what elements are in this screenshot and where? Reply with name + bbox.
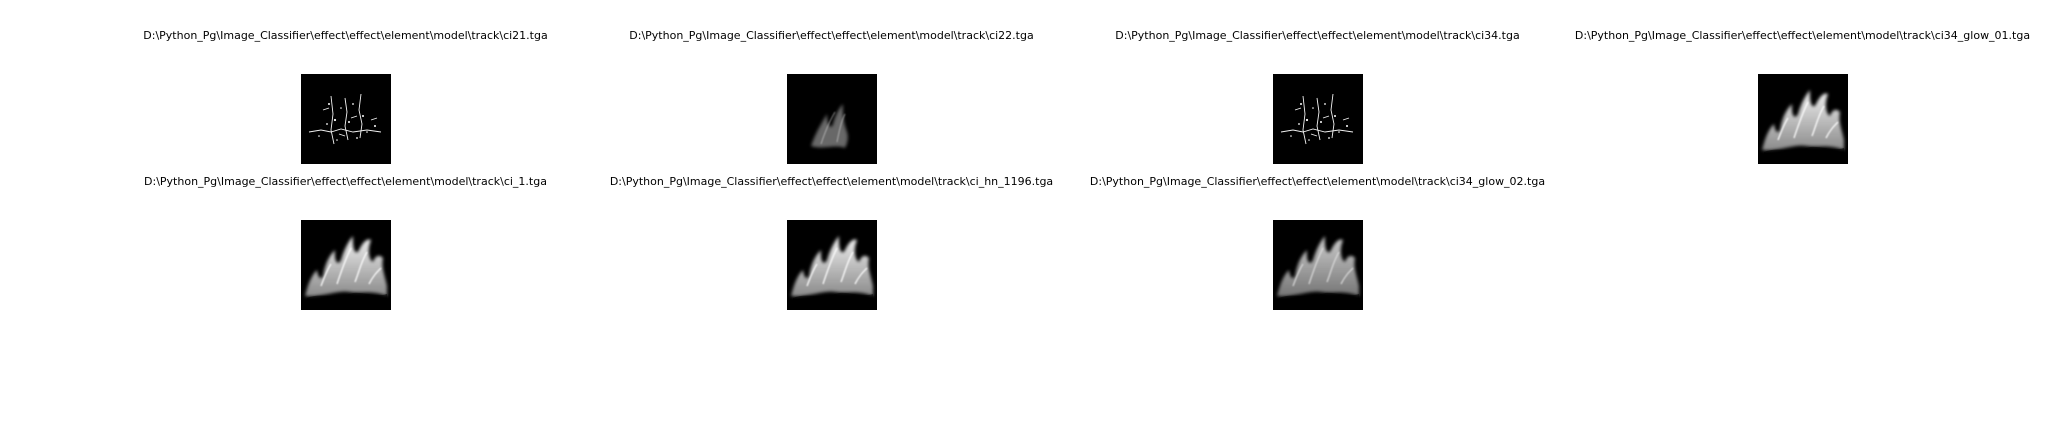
panel-ci34: D:\Python_Pg\Image_Classifier\effect\eff… [1062,29,1573,176]
texture-thumbnail [1272,74,1363,164]
texture-thumbnail [300,74,391,164]
panel-ci22: D:\Python_Pg\Image_Classifier\effect\eff… [576,29,1087,176]
faint-flame-texture [787,74,877,164]
flame-glow-texture [787,220,877,310]
panel-ci-hn-1196: D:\Python_Pg\Image_Classifier\effect\eff… [576,175,1087,322]
panel-title: D:\Python_Pg\Image_Classifier\effect\eff… [1574,29,2031,42]
panel-title: D:\Python_Pg\Image_Classifier\effect\eff… [609,175,1054,188]
sparse-streak-texture [1273,74,1363,164]
panel-ci34-glow-02: D:\Python_Pg\Image_Classifier\effect\eff… [1062,175,1573,322]
panel-ci21: D:\Python_Pg\Image_Classifier\effect\eff… [90,29,601,176]
flame-glow-texture [1758,74,1848,164]
panel-title: D:\Python_Pg\Image_Classifier\effect\eff… [144,175,547,188]
panel-ci-1: D:\Python_Pg\Image_Classifier\effect\eff… [90,175,601,322]
sparse-streak-texture [301,74,391,164]
texture-thumbnail [786,220,877,310]
panel-title: D:\Python_Pg\Image_Classifier\effect\eff… [629,29,1034,42]
texture-thumbnail [300,220,391,310]
flame-glow-texture [301,220,391,310]
texture-thumbnail [1757,74,1848,164]
panel-title: D:\Python_Pg\Image_Classifier\effect\eff… [1089,175,1546,188]
texture-thumbnail [1272,220,1363,310]
panel-title: D:\Python_Pg\Image_Classifier\effect\eff… [143,29,548,42]
panel-title: D:\Python_Pg\Image_Classifier\effect\eff… [1115,29,1520,42]
flame-glow-texture [1273,220,1363,310]
texture-thumbnail [786,74,877,164]
panel-ci34-glow-01: D:\Python_Pg\Image_Classifier\effect\eff… [1547,29,2046,176]
